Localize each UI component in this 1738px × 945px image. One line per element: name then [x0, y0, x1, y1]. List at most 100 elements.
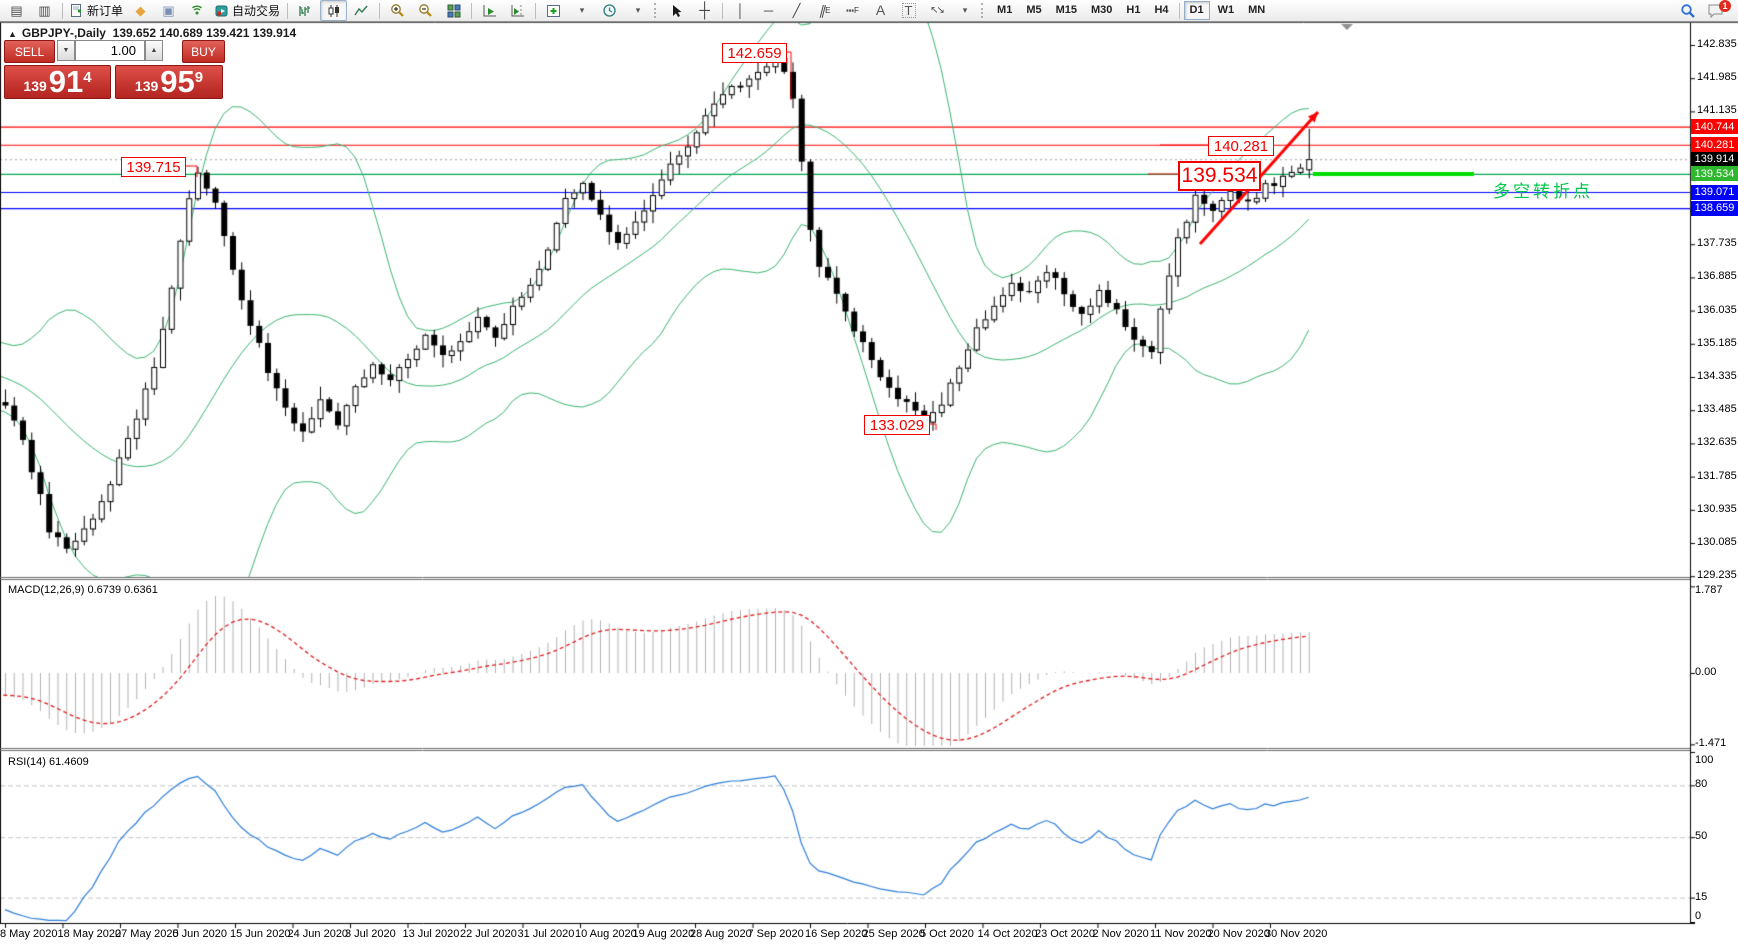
buy-button[interactable]: BUY — [182, 40, 225, 63]
line-chart-icon — [354, 5, 368, 15]
candlestick-chart-button[interactable] — [320, 0, 348, 21]
sell-price-button[interactable]: 139 91 4 — [4, 65, 111, 99]
new-order-label: 新订单 — [87, 4, 124, 18]
price-callout[interactable]: 140.281 — [1208, 136, 1274, 156]
price-callout[interactable]: 139.534 — [1178, 161, 1261, 191]
price-level-badge[interactable]: 139.914 — [1691, 151, 1738, 167]
data-window-button[interactable]: ▥ — [31, 0, 58, 21]
price-callout[interactable]: 139.715 — [121, 157, 186, 177]
vertical-line-button[interactable]: │ — [727, 0, 754, 21]
market-watch-icon: ▤ — [10, 3, 23, 18]
bar-chart-button[interactable] — [292, 0, 319, 21]
terminal-button[interactable]: ▣ — [155, 0, 182, 21]
rsi-value: 61.4609 — [48, 756, 89, 768]
date-label: 20 Nov 2020 — [1207, 928, 1270, 940]
price-callout[interactable]: 133.029 — [864, 415, 930, 435]
timeframe-H4[interactable]: H4 — [1154, 4, 1169, 16]
timeframe-H1[interactable]: H1 — [1126, 4, 1141, 16]
volume-decrease-button[interactable]: ▼ — [57, 40, 75, 61]
auto-scroll-button[interactable] — [476, 0, 503, 21]
periods-dropdown[interactable]: ▾ — [624, 0, 651, 21]
price-level-badge[interactable]: 139.071 — [1691, 184, 1738, 200]
price-tick-label: 134.335 — [1697, 370, 1737, 382]
toolbar-separator — [62, 2, 63, 19]
price-callout[interactable]: 142.659 — [722, 43, 787, 63]
chart-shift-button[interactable] — [504, 0, 531, 21]
price-tick-label: 137.735 — [1697, 237, 1737, 250]
spinner-up-icon: ▲ — [150, 47, 158, 54]
text-label-icon: T — [901, 3, 916, 18]
price-tick-label: 141.985 — [1697, 71, 1737, 84]
sell-button[interactable]: SELL — [4, 40, 55, 63]
toolbar-grip[interactable] — [654, 3, 660, 18]
date-label: 16 Sep 2020 — [805, 928, 868, 940]
volume-input[interactable] — [75, 40, 145, 61]
volume-increase-button[interactable]: ▲ — [145, 40, 163, 61]
notifications-button[interactable]: 1 — [1702, 0, 1731, 21]
price-tick-label: 136.885 — [1697, 270, 1737, 283]
channel-sub-label: E — [825, 6, 831, 15]
one-click-collapse-arrow[interactable]: ▲ — [8, 29, 17, 39]
price-tick-label: 141.135 — [1697, 104, 1737, 117]
timeframe-M15[interactable]: M15 — [1055, 4, 1077, 16]
date-label: 27 May 2020 — [115, 928, 179, 940]
price-tick-label: 135.185 — [1697, 336, 1737, 349]
crosshair-button[interactable]: ┼ — [691, 0, 718, 21]
signals-button[interactable] — [183, 0, 210, 21]
search-button[interactable] — [1674, 0, 1701, 21]
date-label: 2 Nov 2020 — [1092, 928, 1149, 940]
chevron-down-icon: ▾ — [962, 5, 968, 15]
zoom-in-button[interactable] — [384, 0, 411, 21]
date-label: 5 Jun 2020 — [172, 928, 227, 940]
toolbar-grip[interactable] — [981, 3, 987, 18]
timeframe-M30[interactable]: M30 — [1091, 4, 1113, 16]
date-label: 14 Oct 2020 — [977, 928, 1038, 940]
spinner-down-icon: ▼ — [62, 47, 70, 54]
text-tool-button[interactable]: A — [867, 0, 894, 21]
price-level-badge[interactable]: 140.281 — [1691, 137, 1738, 153]
timeframe-D1[interactable]: D1 — [1183, 1, 1210, 20]
market-watch-button[interactable]: ▤ — [3, 0, 30, 21]
zoom-out-button[interactable] — [412, 0, 439, 21]
arrows-tool-button[interactable]: ↖↘ — [923, 0, 950, 21]
data-window-icon: ▥ — [38, 3, 51, 18]
clock-icon — [603, 4, 616, 17]
price-level-badge[interactable]: 138.659 — [1691, 200, 1738, 216]
rsi-tick-label: 80 — [1695, 778, 1708, 791]
tile-windows-button[interactable] — [440, 0, 467, 21]
fibonacci-button[interactable]: ┅ F — [839, 0, 866, 21]
new-order-button[interactable]: 新订单 — [67, 0, 126, 21]
line-chart-button[interactable] — [348, 0, 375, 21]
equidistant-channel-button[interactable]: ∥ E — [811, 0, 838, 21]
price-level-badge[interactable]: 139.534 — [1691, 166, 1738, 182]
timeframe-M5[interactable]: M5 — [1026, 4, 1042, 16]
notification-badge: 1 — [1719, 0, 1731, 12]
indicators-button[interactable] — [540, 0, 567, 21]
turning-point-note[interactable]: 多空转折点 — [1493, 182, 1593, 201]
timeframe-M1[interactable]: M1 — [997, 4, 1013, 16]
arrows-dropdown[interactable]: ▾ — [951, 0, 978, 21]
periods-button[interactable] — [596, 0, 623, 21]
timeframe-MN[interactable]: MN — [1248, 4, 1266, 16]
price-level-badge[interactable]: 140.744 — [1691, 119, 1738, 135]
date-label: 8 May 2020 — [0, 928, 58, 940]
metaeditor-button[interactable]: ◆ — [127, 0, 154, 21]
trendline-button[interactable]: ╱ — [783, 0, 810, 21]
date-label: 24 Jun 2020 — [287, 928, 349, 940]
toolbar-separator — [287, 2, 289, 19]
indicators-dropdown[interactable]: ▾ — [568, 0, 595, 21]
timeframe-W1[interactable]: W1 — [1217, 4, 1235, 16]
chart-ohlc-values: 139.652 140.689 139.421 139.914 — [112, 26, 297, 40]
autotrading-label: 自动交易 — [232, 4, 281, 18]
autotrading-button[interactable]: 自动交易 — [211, 0, 283, 21]
buy-price-button[interactable]: 139 95 9 — [115, 65, 223, 99]
rsi-tick-label: 100 — [1695, 754, 1714, 766]
horizontal-line-button[interactable]: ─ — [755, 0, 782, 21]
terminal-icon: ▣ — [162, 3, 175, 18]
date-label: 18 May 2020 — [57, 928, 122, 940]
text-label-button[interactable]: T — [895, 0, 922, 21]
chart-title-row: ▲ GBPJPY-,Daily 139.652 140.689 139.421 1… — [8, 26, 296, 40]
auto-scroll-icon — [483, 4, 496, 16]
cursor-button[interactable] — [663, 0, 690, 21]
